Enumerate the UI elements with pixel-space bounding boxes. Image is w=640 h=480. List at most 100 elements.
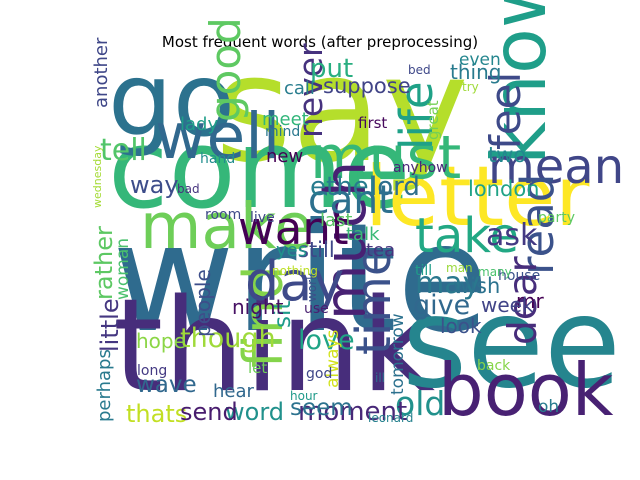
word-thing: thing: [450, 60, 501, 84]
word-book: book: [438, 348, 614, 432]
word-give: give: [413, 290, 470, 321]
word-wave: wave: [136, 372, 197, 398]
word-cant: cant: [308, 178, 393, 223]
word-word: word: [225, 398, 284, 426]
word-london: london: [468, 177, 539, 201]
word-mr: mr: [516, 289, 544, 313]
word-back: back: [477, 358, 511, 374]
word-look: look: [440, 314, 482, 338]
word-write: write: [112, 192, 489, 366]
word-may: may: [415, 266, 480, 301]
word-go: go: [108, 41, 235, 160]
word-let: let: [248, 359, 267, 377]
word-old: old: [395, 384, 445, 423]
word-much: much: [313, 161, 379, 320]
word-work: work: [305, 273, 319, 302]
word-anyhow: anyhow: [393, 160, 448, 176]
word-read: read: [511, 174, 564, 275]
word-even: even: [459, 50, 501, 70]
word-send: send: [180, 398, 238, 426]
word-wish: wish: [453, 274, 500, 298]
word-take: take: [415, 208, 519, 264]
word-love: love: [298, 325, 355, 356]
word-find: find: [232, 265, 295, 368]
word-bad: bad: [177, 182, 200, 196]
word-see: see: [402, 271, 621, 416]
word-night: night: [232, 295, 284, 319]
word-sit: sit: [270, 301, 296, 328]
word-life: life: [390, 81, 443, 150]
word-way: way: [130, 171, 179, 199]
word-think: think: [113, 272, 435, 421]
word-ill: ill: [375, 371, 385, 385]
word-feel: feel: [481, 72, 530, 150]
word-hour: hour: [290, 389, 318, 403]
word-still: still: [298, 238, 335, 262]
word-try: try: [462, 80, 479, 94]
word-till: till: [415, 263, 432, 279]
word-hear: hear: [213, 381, 255, 402]
word-tell: tell: [100, 133, 147, 168]
word-people: people: [191, 269, 215, 337]
word-room: room: [205, 207, 241, 223]
word-good: good: [201, 17, 250, 122]
word-lady: lady: [180, 114, 218, 135]
word-come: come: [108, 105, 411, 233]
word-wednesday: wednesday: [91, 145, 104, 208]
word-ask: ask: [486, 218, 538, 253]
word-tea: tea: [366, 240, 395, 261]
word-hope: hope: [136, 329, 186, 353]
chart-title: Most frequent words (after preprocessing…: [161, 33, 479, 51]
word-put: put: [310, 54, 353, 84]
word-perhaps: perhaps: [94, 349, 115, 422]
word-yes: yes: [276, 240, 307, 261]
word-time: time: [346, 247, 402, 355]
word-rather: rather: [90, 226, 118, 300]
word-must: must: [310, 123, 461, 193]
word-party: party: [538, 210, 575, 226]
word-house: house: [498, 268, 540, 284]
word-mean: mean: [488, 139, 624, 195]
word-lord: lord: [370, 172, 420, 202]
word-well: well: [155, 100, 280, 173]
word-always: always: [323, 329, 343, 388]
word-week: week: [481, 293, 534, 317]
word-dear: dear: [501, 255, 546, 345]
word-use: use: [304, 301, 329, 317]
word-letter: letter: [365, 148, 590, 245]
word-tomorrow: tomorrow: [388, 313, 408, 395]
word-two: two: [488, 143, 526, 167]
word-say: say: [215, 24, 469, 195]
word-make: make: [140, 190, 313, 263]
word-suppose: suppose: [323, 74, 411, 98]
word-last: last: [320, 210, 352, 231]
word-god: god: [306, 366, 332, 382]
word-great: great: [424, 100, 442, 140]
word-hand: hand: [200, 151, 235, 167]
word-live: live: [250, 210, 275, 226]
word-mind: mind: [265, 124, 300, 140]
word-though: though: [180, 323, 276, 354]
word-little: little: [96, 298, 124, 352]
word-thats: thats: [126, 400, 187, 428]
word-call: call: [284, 78, 315, 99]
word-seem: seem: [290, 395, 353, 421]
word-know: know: [475, 0, 563, 165]
word-moment: moment: [298, 397, 407, 427]
word-another: another: [91, 37, 112, 108]
word-many: many: [478, 265, 512, 279]
word-new: new: [266, 146, 303, 167]
word-meet: meet: [262, 109, 309, 130]
word-day: day: [245, 250, 344, 313]
word-nothing: nothing: [272, 264, 318, 278]
word-talk: talk: [346, 224, 380, 245]
word-never: never: [291, 43, 330, 138]
word-oh: oh: [538, 397, 559, 417]
word-leonard: leonard: [368, 411, 413, 425]
word-woman: woman: [113, 238, 133, 300]
word-first: first: [358, 114, 387, 132]
word-man: man: [446, 261, 473, 275]
word-long: long: [137, 363, 167, 379]
word-bed: bed: [408, 63, 431, 77]
